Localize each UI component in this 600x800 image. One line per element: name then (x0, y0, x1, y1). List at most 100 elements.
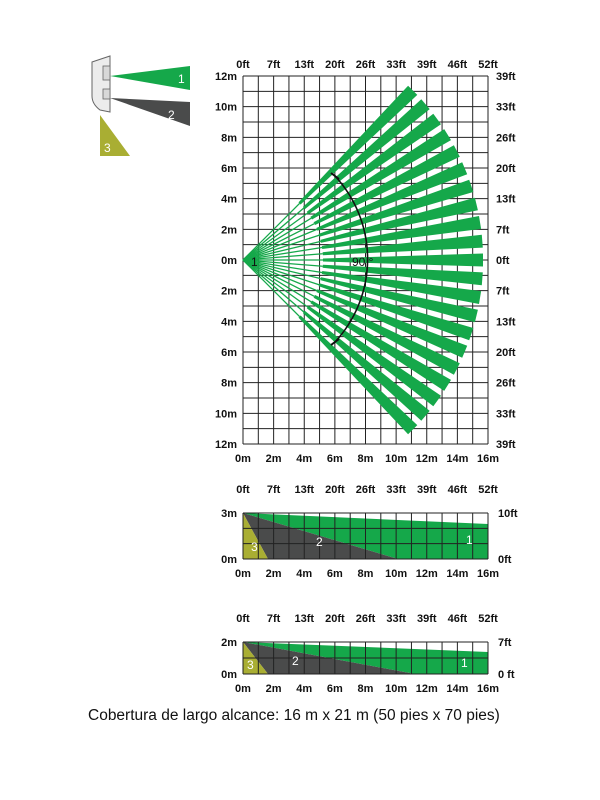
top-view-m-label: 12m (416, 453, 438, 465)
side-view-m-label: 14m (446, 683, 468, 695)
top-view-m-side-label: 6m (221, 347, 237, 359)
side-2-zone-3-number: 3 (247, 658, 254, 672)
coverage-ray (320, 277, 478, 323)
top-view-ft-label: 7ft (267, 59, 281, 71)
side-view-m-label: 0m (235, 683, 251, 695)
side-view-ft-label: 0ft (236, 484, 250, 496)
side-view-ft-label: 13ft (294, 484, 314, 496)
coverage-ray (313, 145, 460, 225)
coverage-ray (302, 99, 430, 210)
coverage-ray-line (242, 259, 312, 303)
side-view-ft-label: 46ft (448, 613, 468, 625)
coverage-ray (321, 216, 482, 249)
coverage-ray (322, 264, 483, 286)
side-view-m-label: 8m (358, 568, 374, 580)
side-view-2-grid (242, 641, 489, 675)
top-view-m-side-label: 2m (221, 286, 237, 298)
top-view-m-side-label: 6m (221, 163, 237, 175)
top-view-m-side-label: 10m (215, 102, 237, 114)
top-view-ft-label: 33ft (386, 59, 406, 71)
top-view-ft-label: 26ft (356, 59, 376, 71)
side-2-zone-1-number: 1 (461, 656, 468, 670)
side-view-m-label: 0m (235, 568, 251, 580)
top-view-m-side-label: 2m (221, 224, 237, 236)
coverage-ray (321, 271, 482, 304)
top-view-coverage-rays (242, 85, 483, 435)
coverage-ray (313, 295, 460, 375)
top-view-ft-label: 0ft (236, 59, 250, 71)
coverage-ray-line (242, 259, 301, 318)
angle-arc (334, 175, 369, 343)
side-view-ft-label: 46ft (448, 484, 468, 496)
side-view-1: 1 2 3 0ft 7ft 13ft 20ft 26ft 33ft 39ft 46ft 52ft… (221, 484, 518, 580)
coverage-ray-line (242, 223, 315, 261)
top-view-m-side-label: 4m (221, 194, 237, 206)
top-view-m-side-label: 12m (215, 71, 237, 83)
detector-icon (91, 55, 111, 113)
top-view-m-side-label: 12m (215, 439, 237, 451)
coverage-ray (302, 310, 430, 421)
coverage-ray-line (242, 240, 321, 261)
coverage-ray-line (242, 259, 309, 308)
side-view-height-label: 2m (221, 637, 237, 649)
side-1-zone-1-number: 1 (466, 533, 473, 547)
coverage-ray (320, 197, 478, 243)
origin-label: 1 (251, 255, 258, 269)
side-view-m-label: 2m (266, 568, 282, 580)
side-view-ft-label: 52ft (478, 613, 498, 625)
top-view-m-side-label: 0m (221, 255, 237, 267)
side-view-m-label: 2m (266, 683, 282, 695)
top-view-ft-label: 39ft (417, 59, 437, 71)
coverage-ray-line (242, 259, 315, 297)
top-view-ft-side-label: 7ft (496, 224, 510, 236)
top-view-ft-side-label: 26ft (496, 378, 516, 390)
top-view-m-label: 10m (385, 453, 407, 465)
side-view-m-label: 8m (358, 683, 374, 695)
top-view-m-side-label: 8m (221, 132, 237, 144)
top-view-ft-side-label: 39ft (496, 439, 516, 451)
top-view-ft-label: 52ft (478, 59, 498, 71)
side-view-ft-label: 7ft (267, 484, 281, 496)
coverage-ray (298, 315, 418, 435)
side-view-ft-label: 33ft (386, 613, 406, 625)
top-view-m-label: 2m (266, 453, 282, 465)
top-view-ft-side-label: 7ft (496, 286, 510, 298)
side-view-ft-label: 33ft (386, 484, 406, 496)
zone-2-swatch (110, 98, 190, 126)
side-view-ft-label: 26ft (356, 484, 376, 496)
top-view-m-label: 8m (358, 453, 374, 465)
top-view-ft-side-label: 0ft (496, 255, 510, 267)
coverage-ray-line (242, 259, 320, 286)
coverage-ray (310, 300, 451, 391)
side-view-1-grid (242, 512, 489, 560)
side-view-m-label: 10m (385, 568, 407, 580)
top-view-ft-label: 46ft (448, 59, 468, 71)
zone-1-number: 1 (178, 72, 185, 86)
side-view-m-label: 4m (296, 568, 312, 580)
coverage-ray (316, 289, 468, 358)
side-1-zone-3 (243, 513, 268, 559)
top-view-ft-side-label: 20ft (496, 163, 516, 175)
side-view-ft-label: 26ft (356, 613, 376, 625)
side-view-m-label: 6m (327, 568, 343, 580)
side-view-m-label: 4m (296, 683, 312, 695)
top-view-m-label: 6m (327, 453, 343, 465)
coverage-ray (316, 162, 468, 231)
coverage-ray-line (242, 259, 323, 274)
coverage-ray (310, 129, 451, 220)
side-view-2: 1 2 3 0ft 7ft 13ft 20ft 26ft 33ft 39ft 46ft 52ft… (221, 613, 515, 695)
side-1-zone-2-number: 2 (316, 535, 323, 549)
coverage-ray (306, 113, 441, 215)
side-view-height-ft-label: 0ft (498, 554, 512, 566)
side-view-ft-label: 0ft (236, 613, 250, 625)
zone-2-number: 2 (168, 108, 175, 122)
coverage-caption: Cobertura de largo alcance: 16 m x 21 m … (88, 707, 500, 724)
top-view-ft-side-label: 20ft (496, 347, 516, 359)
top-view-ft-side-label: 13ft (496, 194, 516, 206)
coverage-ray (298, 85, 418, 205)
coverage-ray-line (242, 228, 318, 261)
top-view-m-label: 16m (477, 453, 499, 465)
side-view-m-label: 12m (416, 683, 438, 695)
angle-tick-top (330, 172, 340, 180)
